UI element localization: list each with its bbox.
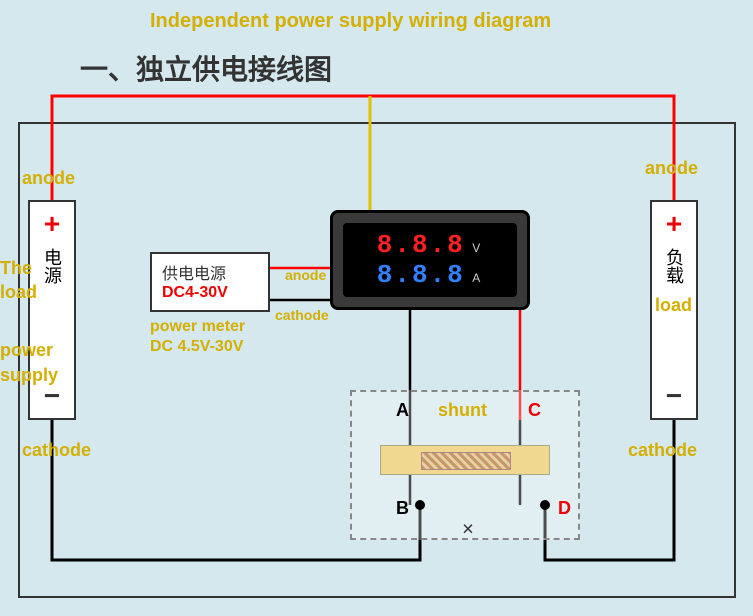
minus-symbol: − bbox=[652, 380, 696, 412]
psu-box: 供电电源 DC4-30V bbox=[150, 252, 270, 312]
anode-left: anode bbox=[22, 168, 75, 189]
left-battery: + 电源 − bbox=[28, 200, 76, 420]
power-left: power bbox=[0, 340, 53, 361]
amp-unit: A bbox=[469, 271, 483, 285]
plus-symbol: + bbox=[30, 208, 74, 240]
meter: 8.8.8 V 8.8.8 A bbox=[330, 210, 530, 310]
shunt-label: shunt bbox=[438, 400, 487, 421]
pm2: DC 4.5V-30V bbox=[150, 338, 243, 356]
node-D bbox=[540, 500, 550, 510]
shunt-body bbox=[380, 445, 550, 475]
cathode-right: cathode bbox=[628, 440, 697, 461]
load-right: load bbox=[655, 295, 692, 316]
meter-voltage: 8.8.8 bbox=[377, 230, 465, 260]
plus-symbol: + bbox=[652, 208, 696, 240]
right-battery-label-zh: 负载 bbox=[661, 248, 687, 284]
shunt-C: C bbox=[528, 400, 541, 421]
load-left: load bbox=[0, 282, 37, 303]
left-battery-label-zh: 电源 bbox=[39, 248, 65, 284]
node-B bbox=[415, 500, 425, 510]
cross-mark: × bbox=[462, 519, 474, 542]
meter-current: 8.8.8 bbox=[377, 260, 465, 290]
title-en: Independent power supply wiring diagram bbox=[150, 10, 551, 33]
psu-line2: DC4-30V bbox=[162, 284, 258, 302]
meter-display: 8.8.8 V 8.8.8 A bbox=[343, 223, 517, 297]
pm1: power meter bbox=[150, 318, 245, 336]
anode-mid: anode bbox=[285, 267, 326, 283]
supply-left: supply bbox=[0, 365, 58, 386]
volt-unit: V bbox=[469, 241, 483, 255]
shunt-D: D bbox=[558, 498, 571, 519]
cathode-left: cathode bbox=[22, 440, 91, 461]
title-zh: 一、独立供电接线图 bbox=[80, 48, 332, 88]
shunt-A: A bbox=[396, 400, 409, 421]
shunt-B: B bbox=[396, 498, 409, 519]
cathode-mid: cathode bbox=[275, 307, 329, 323]
psu-line1: 供电电源 bbox=[162, 260, 258, 284]
anode-right: anode bbox=[645, 158, 698, 179]
the-label: The bbox=[0, 258, 32, 279]
